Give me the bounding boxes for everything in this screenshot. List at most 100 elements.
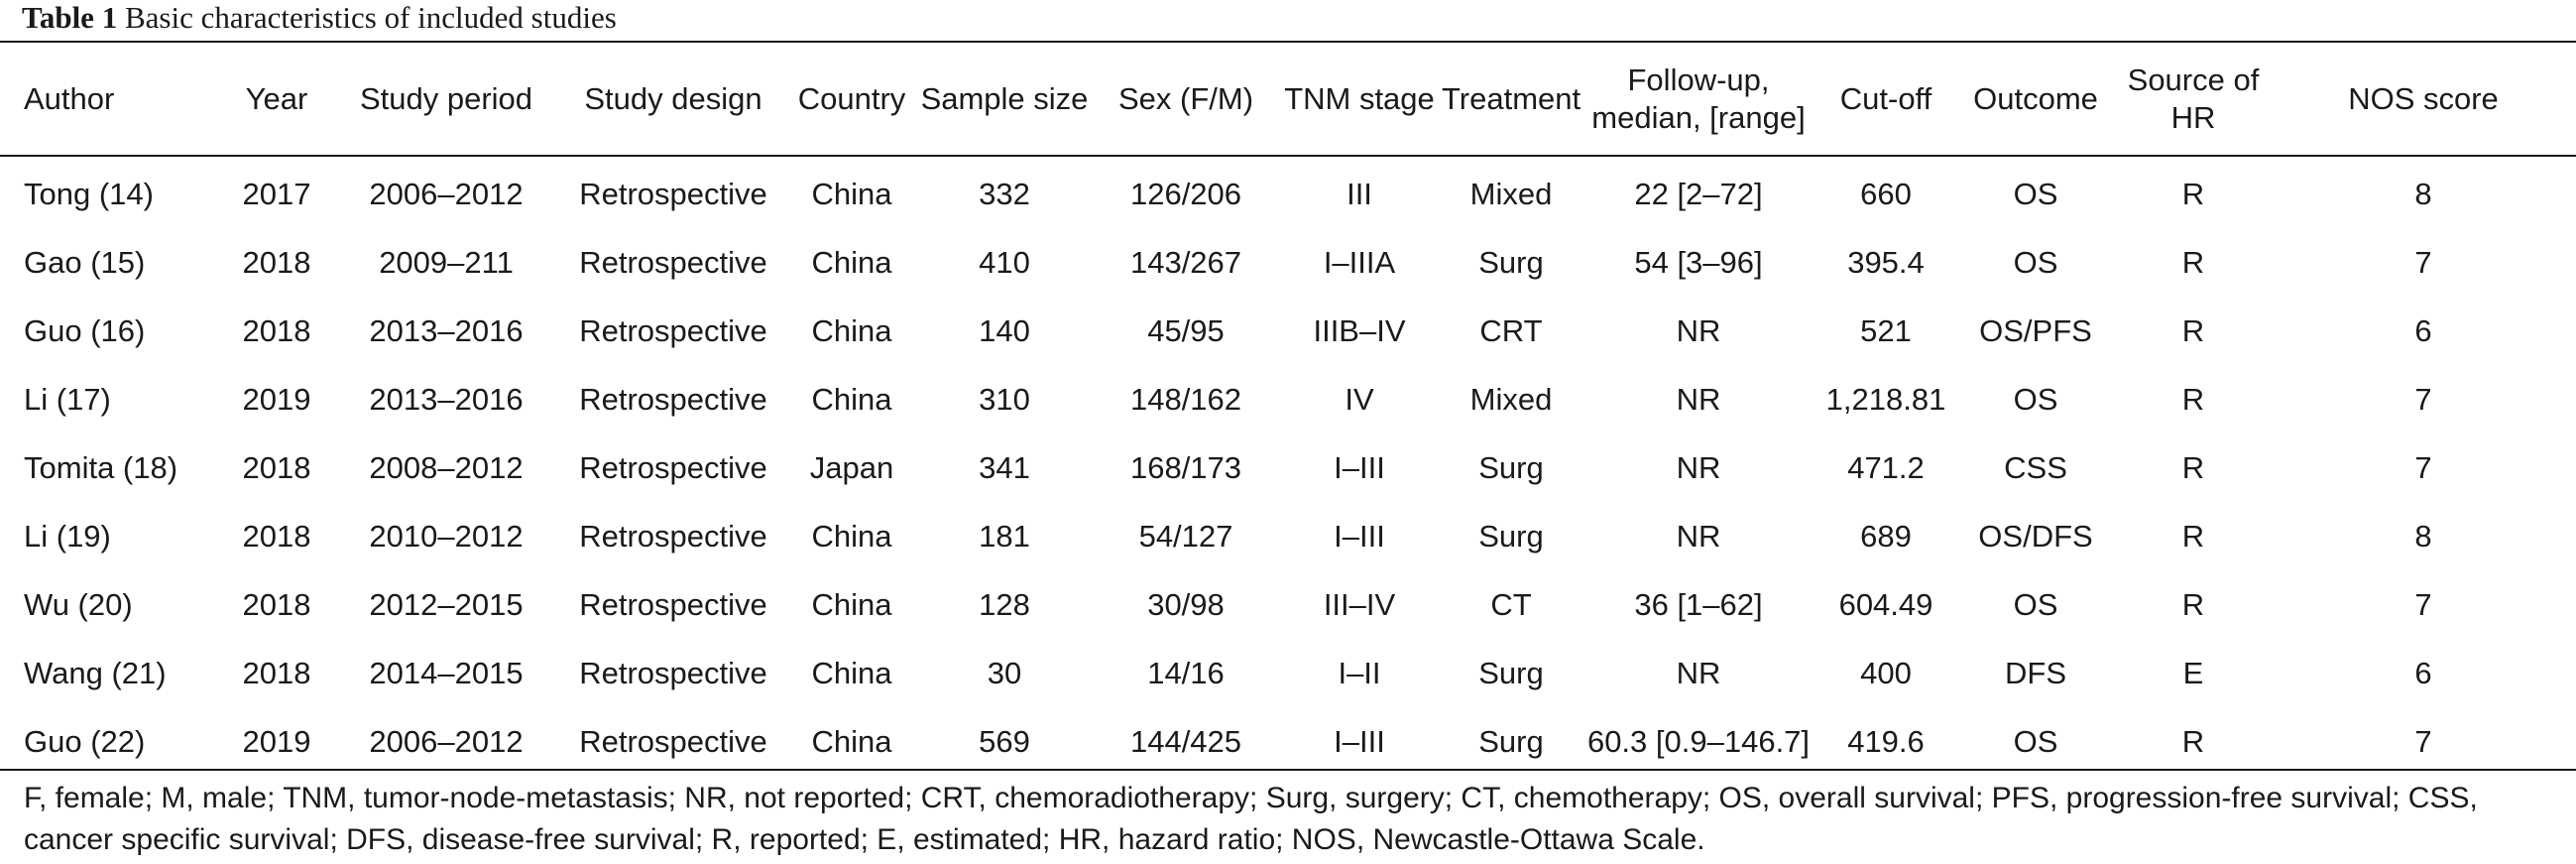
table-cell: CRT — [1479, 312, 1543, 348]
table-cell: R — [2181, 312, 2205, 348]
table-cell: 2018 — [242, 244, 311, 280]
table-cell: China — [811, 518, 892, 554]
table-cell: 8 — [2414, 177, 2432, 211]
table-caption-label: Table 1 — [22, 0, 118, 35]
table-cell: 2012–2015 — [369, 586, 524, 622]
table-cell: 604.49 — [1838, 586, 1933, 622]
table-cell: 2018 — [242, 518, 311, 554]
table-cell: Retrospective — [579, 244, 767, 280]
table-cell: Surg — [1478, 449, 1544, 485]
table-cell: 410 — [979, 244, 1030, 280]
table-cell: Li (19) — [24, 518, 111, 554]
table-cell: 126/206 — [1129, 177, 1242, 211]
table-cell: Guo (16) — [24, 312, 146, 348]
table-cell: R — [2181, 381, 2205, 417]
table-cell: 30 — [987, 655, 1022, 690]
table-cell: OS/PFS — [1979, 312, 2092, 348]
table-row: Tong (14) 2017 2006–2012 Retrospective China… — [0, 155, 2576, 228]
table-body: Tong (14) 2017 2006–2012 Retrospective China… — [0, 155, 2576, 776]
column-header: Follow-up, median, [range] — [1591, 62, 1806, 135]
table-cell: 660 — [1860, 177, 1912, 211]
table-cell: 7 — [2414, 586, 2432, 622]
table-cell: 36 [1–62] — [1634, 586, 1763, 622]
table-row: Li (19) 2018 2010–2012 Retrospective China 18… — [0, 502, 2576, 570]
column-header: Sample size — [920, 80, 1089, 116]
table-cell: 7 — [2414, 381, 2432, 417]
table-cell: China — [811, 655, 892, 690]
table-cell: China — [811, 312, 892, 348]
table-cell: Wang (21) — [24, 655, 167, 690]
table-cell: 2018 — [242, 312, 311, 348]
column-header: Author — [24, 80, 115, 116]
table-cell: 471.2 — [1847, 449, 1925, 485]
table-row: Wu (20) 2018 2012–2015 Retrospective China 12… — [0, 570, 2576, 639]
table-cell: R — [2181, 723, 2205, 759]
table-cell: China — [811, 723, 892, 759]
table-cell: 400 — [1860, 655, 1912, 690]
table-cell: Surg — [1478, 244, 1544, 280]
table-cell: Japan — [809, 449, 894, 485]
table-cell: 1,218.81 — [1825, 381, 1946, 417]
table-cell: OS — [2013, 244, 2058, 280]
table-cell: 45/95 — [1147, 312, 1225, 348]
table-caption-title: Basic characteristics of included studie… — [124, 0, 617, 35]
column-header: Study design — [584, 80, 762, 116]
table-top-rule — [0, 41, 2576, 43]
table-cell: 521 — [1860, 312, 1912, 348]
column-header: TNM stage — [1284, 80, 1435, 116]
table-cell: NR — [1676, 381, 1721, 417]
table-cell: R — [2181, 449, 2205, 485]
column-header: Treatment — [1442, 80, 1581, 116]
table-cell: 419.6 — [1847, 723, 1925, 759]
table-cell: E — [2182, 655, 2204, 690]
table-cell: Gao (15) — [24, 244, 146, 280]
table-cell: 168/173 — [1129, 449, 1242, 485]
table-cell: China — [811, 177, 892, 211]
table-cell: IIIB–IV — [1313, 312, 1406, 348]
column-header: Year — [245, 80, 308, 116]
table-cell: Retrospective — [579, 586, 767, 622]
table-cell: 60.3 [0.9–146.7] — [1586, 723, 1811, 759]
table-cell: Mixed — [1469, 177, 1553, 211]
table-cell: 148/162 — [1129, 381, 1242, 417]
table-cell: IV — [1345, 381, 1374, 417]
table-cell: 14/16 — [1147, 655, 1225, 690]
table-cell: R — [2181, 244, 2205, 280]
table-cell: Retrospective — [579, 655, 767, 690]
table-cell: NR — [1676, 518, 1721, 554]
column-header: Country — [797, 80, 906, 116]
column-header: Study period — [359, 80, 533, 116]
table-cell: Surg — [1478, 655, 1544, 690]
table-cell: 2019 — [242, 723, 311, 759]
table-cell: Tomita (18) — [24, 449, 178, 485]
table-cell: China — [811, 381, 892, 417]
table-cell: Retrospective — [579, 177, 767, 211]
table-cell: CT — [1490, 586, 1532, 622]
table-cell: Retrospective — [579, 381, 767, 417]
table-cell: 341 — [979, 449, 1030, 485]
table-cell: Surg — [1478, 723, 1544, 759]
table-cell: Mixed — [1469, 381, 1553, 417]
table-cell: 2013–2016 — [369, 312, 524, 348]
column-header: Sex (F/M) — [1117, 80, 1254, 116]
table-cell: Wu (20) — [24, 586, 133, 622]
table-row: Guo (22) 2019 2006–2012 Retrospective China 5… — [0, 707, 2576, 776]
table-cell: Retrospective — [579, 723, 767, 759]
table-cell: OS/DFS — [1978, 518, 2093, 554]
table-cell: 2019 — [242, 381, 311, 417]
table-cell: 30/98 — [1147, 586, 1225, 622]
table-bottom-rule — [0, 769, 2576, 771]
table-row: Wang (21) 2018 2014–2015 Retrospective China… — [0, 639, 2576, 707]
column-header: Outcome — [1973, 80, 2098, 116]
table-cell: Tong (14) — [24, 177, 154, 211]
table-caption: Table 1 Basic characteristics of include… — [22, 0, 617, 36]
table-cell: 395.4 — [1847, 244, 1925, 280]
table-cell: Retrospective — [579, 312, 767, 348]
table-cell: I–III — [1334, 449, 1385, 485]
table-cell: 143/267 — [1129, 244, 1242, 280]
table-cell: 7 — [2414, 723, 2432, 759]
table-cell: 2009–211 — [379, 244, 514, 280]
table-cell: Retrospective — [579, 518, 767, 554]
table-cell: 2006–2012 — [369, 177, 524, 211]
table-cell: NR — [1676, 449, 1721, 485]
